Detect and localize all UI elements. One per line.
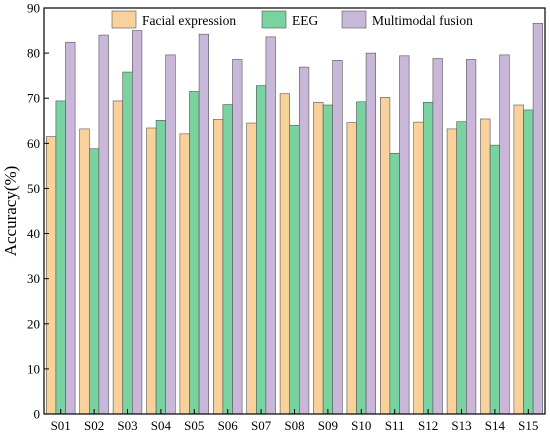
bar-eeg-s06 [222, 104, 233, 415]
bars-layer [45, 23, 543, 415]
bar-facial-expression-s09 [313, 101, 324, 415]
y-tick-label: 60 [27, 136, 40, 151]
bar-multimodal-fusion-s14 [499, 54, 510, 415]
legend: Facial expression EEG Multimodal fusion [111, 10, 473, 29]
legend-label: Facial expression [142, 13, 236, 28]
bar-facial-expression-s14 [480, 118, 491, 415]
bar-eeg-s02 [89, 148, 100, 415]
bar-facial-expression-s15 [513, 104, 524, 415]
bar-multimodal-fusion-s11 [399, 55, 410, 415]
legend-label: Multimodal fusion [372, 13, 473, 28]
y-tick-label: 70 [27, 91, 40, 106]
bar-multimodal-fusion-s12 [432, 58, 443, 415]
bar-multimodal-fusion-s03 [132, 30, 143, 415]
x-tick-label: S02 [84, 418, 104, 433]
y-tick-label: 0 [34, 407, 41, 422]
bar-eeg-s07 [255, 85, 267, 415]
y-tick-label: 20 [27, 316, 40, 331]
bar-multimodal-fusion-s01 [65, 41, 76, 415]
bar-multimodal-fusion-s05 [198, 33, 210, 415]
bar-multimodal-fusion-s06 [232, 59, 243, 415]
y-tick-label: 90 [27, 1, 40, 16]
bar-facial-expression-s07 [246, 122, 257, 415]
bar-eeg-s08 [289, 124, 300, 415]
bar-facial-expression-s05 [179, 133, 190, 415]
bar-multimodal-fusion-s15 [532, 23, 543, 415]
bar-multimodal-fusion-s08 [298, 66, 310, 415]
x-tick-label: S11 [385, 418, 405, 433]
bar-multimodal-fusion-s04 [165, 54, 176, 415]
x-tick-label: S15 [518, 418, 538, 433]
bar-facial-expression-s03 [112, 100, 123, 415]
bar-facial-expression-s02 [79, 128, 90, 415]
legend-swatch [341, 10, 367, 29]
x-tick-label: S05 [184, 418, 204, 433]
y-axis-title: Accuracy(%) [1, 166, 20, 257]
legend-swatch [111, 10, 137, 29]
y-tick-label: 50 [27, 181, 40, 196]
x-tick-label: S03 [117, 418, 137, 433]
x-tick-label: S09 [318, 418, 338, 433]
bar-multimodal-fusion-s09 [332, 60, 343, 415]
bar-multimodal-fusion-s07 [265, 36, 276, 415]
bar-facial-expression-s10 [346, 122, 357, 415]
x-tick-label: S08 [284, 418, 304, 433]
x-tick-label: S14 [485, 418, 506, 433]
bar-facial-expression-s06 [213, 119, 224, 415]
y-tick-label: 40 [27, 226, 40, 241]
y-tick-label: 80 [27, 46, 40, 61]
legend-label: EEG [292, 13, 318, 28]
x-tick-label: S12 [418, 418, 438, 433]
bar-eeg-s09 [322, 104, 334, 415]
bar-facial-expression-s04 [146, 127, 157, 415]
bar-multimodal-fusion-s02 [98, 34, 109, 415]
bar-eeg-s13 [456, 121, 467, 415]
bar-eeg-s12 [422, 101, 434, 415]
x-tick-label: S06 [218, 418, 239, 433]
x-tick-label: S07 [251, 418, 272, 433]
bar-multimodal-fusion-s10 [365, 52, 377, 415]
bar-eeg-s11 [389, 152, 400, 415]
bar-facial-expression-s01 [45, 136, 57, 415]
bar-eeg-s15 [523, 109, 534, 415]
bar-eeg-s01 [55, 100, 66, 415]
y-tick-label: 10 [27, 361, 40, 376]
x-tick-label: S01 [51, 418, 71, 433]
bar-facial-expression-s13 [446, 128, 458, 415]
bar-facial-expression-s11 [379, 97, 391, 415]
x-tick-label: S10 [351, 418, 371, 433]
bar-multimodal-fusion-s13 [465, 59, 477, 415]
y-tick-label: 30 [27, 271, 40, 286]
bar-eeg-s14 [489, 144, 501, 415]
bar-eeg-s04 [155, 120, 167, 415]
bar-facial-expression-s12 [413, 121, 424, 415]
x-axis: S01 S02 S03 S04 S05 S06 S07 S08 S09 S10 S11 S12 S13 S… [51, 409, 538, 433]
y-axis: 0 10 20 30 40 50 60 70 80 90 [27, 1, 49, 422]
x-tick-label: S13 [451, 418, 471, 433]
x-tick-label: S04 [151, 418, 172, 433]
bar-eeg-s05 [189, 91, 200, 415]
bar-eeg-s03 [122, 71, 133, 415]
bar-facial-expression-s08 [279, 93, 291, 415]
bar-eeg-s10 [356, 101, 367, 415]
legend-swatch [261, 10, 287, 29]
